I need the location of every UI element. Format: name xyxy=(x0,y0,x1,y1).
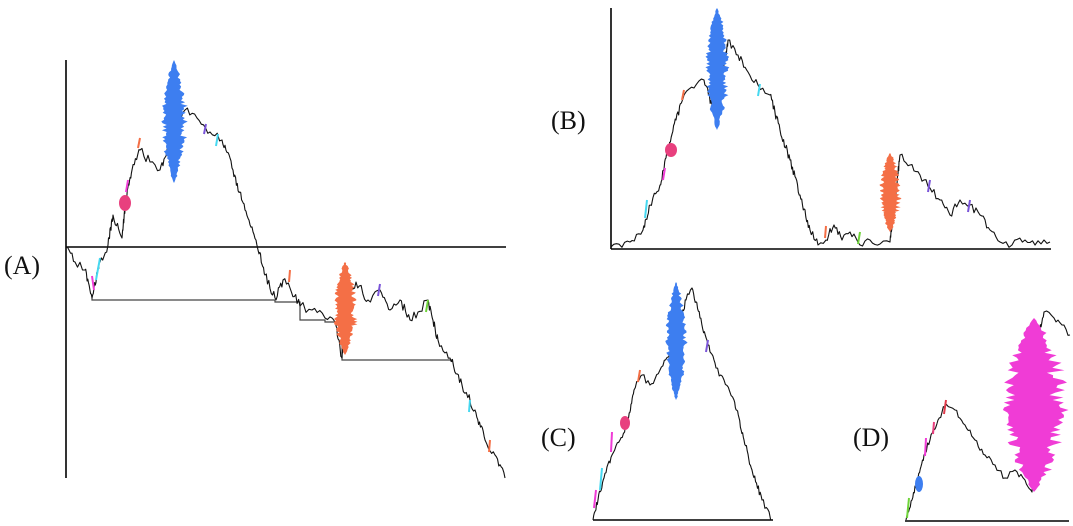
panel-a-running-minimum xyxy=(91,298,453,362)
panel-b-pink-blob xyxy=(665,143,677,157)
panel-a-purple-mark-2 xyxy=(377,283,381,297)
panel-a-cyan-mark-3 xyxy=(468,399,471,413)
panel-a-orange-excursion xyxy=(334,262,358,355)
panel-b-orange-mark-2 xyxy=(824,225,827,239)
panel-b-purple-mark xyxy=(927,179,931,193)
panel-c-path xyxy=(592,287,773,521)
panel-c-excursions xyxy=(593,282,709,509)
panel-a-purple-mark xyxy=(203,123,207,135)
panel-a: (A) xyxy=(4,60,506,479)
panel-a-cyan-mark-2 xyxy=(215,133,219,147)
panel-d-magenta-mark xyxy=(924,437,927,457)
panel-c-blue-excursion xyxy=(665,282,688,400)
panel-b-orange-excursion xyxy=(879,153,902,232)
panel-d-red-mark xyxy=(943,399,947,415)
panel-d-label: (D) xyxy=(853,423,889,452)
panel-c-label: (C) xyxy=(541,423,576,452)
panel-a-label: (A) xyxy=(4,251,40,280)
panel-c-purple-mark xyxy=(705,339,709,353)
panel-b-path xyxy=(610,39,1051,248)
panel-d: (D) xyxy=(853,310,1071,522)
panel-b: (B) xyxy=(551,8,1051,250)
panel-c: (C) xyxy=(541,282,773,521)
panel-d-green-mark xyxy=(906,497,910,519)
panel-b-blue-excursion xyxy=(705,8,730,130)
panel-b-cyan-mark-2 xyxy=(757,83,761,97)
panel-b-green-mark xyxy=(857,231,861,245)
panel-c-magenta-mark xyxy=(593,489,597,509)
panel-b-purple-mark-2 xyxy=(967,199,971,213)
panel-d-excursions xyxy=(906,318,1069,519)
panel-a-orange-mark xyxy=(137,137,141,149)
panel-b-cyan-mark xyxy=(644,199,648,219)
panel-b-excursions xyxy=(644,8,971,245)
panel-b-magenta-mark xyxy=(662,167,666,181)
panel-a-blue-excursion xyxy=(161,60,188,183)
panel-d-pink-mark xyxy=(932,421,935,435)
panel-a-pink-blob xyxy=(119,195,131,211)
panel-a-path xyxy=(65,107,506,479)
panel-d-magenta-excursion xyxy=(1002,318,1069,492)
panel-a-orange-mark-2 xyxy=(288,269,291,283)
panel-a-green-mark xyxy=(425,299,429,313)
panel-c-cyan-mark xyxy=(599,467,603,491)
panel-b-label: (B) xyxy=(551,106,586,135)
panel-c-magenta-mark-2 xyxy=(610,431,613,453)
panel-b-orange-mark xyxy=(681,89,685,101)
panel-a-excursions xyxy=(91,60,491,453)
panel-c-pink-blob xyxy=(620,416,630,430)
panel-d-blue-blob xyxy=(915,476,923,492)
panel-a-cyan-mark xyxy=(95,257,101,281)
panel-a-magenta-mark xyxy=(125,179,129,193)
panel-a-magenta-mark-2 xyxy=(91,275,95,291)
panel-c-orange-mark xyxy=(637,369,641,383)
panel-a-orange-mark-3 xyxy=(488,439,491,453)
